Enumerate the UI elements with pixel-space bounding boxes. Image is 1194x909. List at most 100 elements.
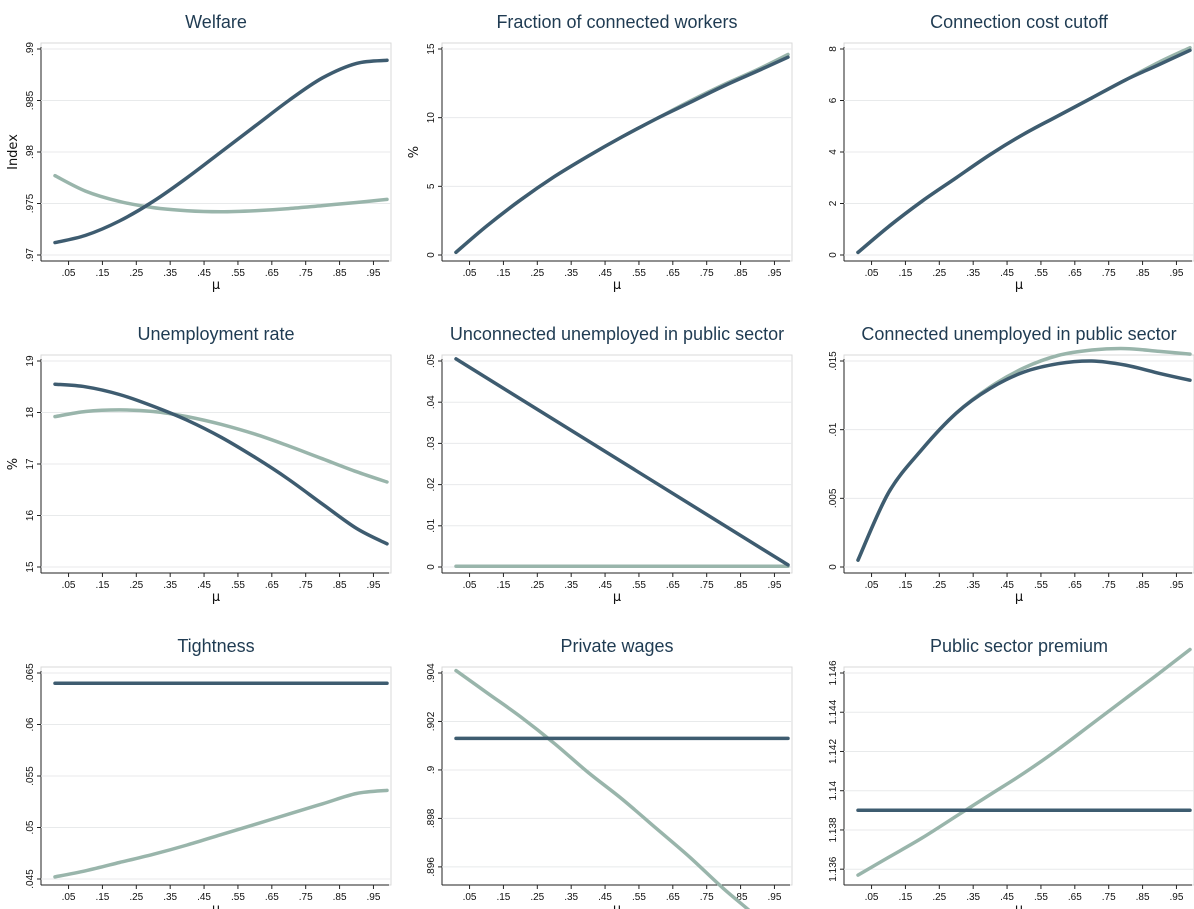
x-tick-label: .35 [966,268,980,279]
x-tick-label: .85 [333,268,347,279]
x-tick-label: .25 [932,580,946,591]
x-tick-label: .95 [1169,892,1183,903]
x-tick-label: .35 [163,268,177,279]
x-tick-label: .55 [231,580,245,591]
x-tick-label: .85 [734,580,748,591]
y-tick-label: 0 [828,252,839,258]
x-tick-label: .25 [129,892,143,903]
chart-panel: Connection cost cutoff 0 2 4 6 8 .05 .15 .25 .35.… [808,3,1194,293]
x-tick-label: .15 [95,268,109,279]
x-tick-label: .45 [197,892,211,903]
x-tick-label: .05 [463,268,477,279]
y-tick-label: .01 [828,422,839,436]
y-tick-label: .015 [828,351,839,371]
chart-svg: Connection cost cutoff 0 2 4 6 8 .05 .15 .25 .35.… [828,12,1194,293]
x-tick-label: .95 [767,892,781,903]
y-tick-label: 1.14 [828,781,839,801]
y-tick-label: .898 [426,808,437,828]
chart-panel: Private wages .896 .898 .9 .902 .904 .05 .15 .25… [406,627,796,909]
x-tick-label: .65 [265,268,279,279]
x-tick-label: .65 [1068,892,1082,903]
x-tick-label: .25 [932,268,946,279]
y-tick-label: 1.146 [828,660,839,685]
chart-title: Unemployment rate [137,324,294,344]
x-tick-label: .25 [129,580,143,591]
x-tick-label: .75 [1102,580,1116,591]
x-tick-label: .95 [1169,580,1183,591]
y-tick-label: .902 [426,711,437,731]
x-tick-label: .05 [865,268,879,279]
x-tick-label: .05 [865,580,879,591]
chart-svg: Fraction of connected workers 0 5 10 15 .05 .1… [407,12,793,293]
x-axis-label: μ [212,590,220,605]
chart-panel: Welfare .97 .975 .98 .985 .99 .05 .15 .25 .35 .45.… [5,3,395,293]
series-line-dark [454,55,790,255]
chart-title: Connection cost cutoff [930,12,1109,32]
series-line-light [454,668,751,909]
y-tick-label: .04 [426,395,437,409]
y-tick-label: .06 [25,717,36,731]
x-tick-label: .65 [666,268,680,279]
x-tick-label: .35 [163,892,177,903]
y-tick-label: 0 [426,564,437,570]
x-tick-label: .45 [1000,580,1014,591]
y-axis-label: % [6,458,21,470]
x-tick-label: .55 [1034,580,1048,591]
series-line-dark [856,359,1192,562]
x-tick-label: .25 [530,580,544,591]
x-axis-label: μ [613,902,621,909]
y-tick-label: 5 [426,183,437,189]
x-tick-label: .85 [1136,268,1150,279]
y-tick-label: .99 [25,42,36,56]
series-line-dark [454,357,790,567]
x-tick-label: .95 [1169,268,1183,279]
y-tick-label: .065 [25,663,36,683]
y-tick-label: .045 [25,869,36,889]
plot-frame [441,354,793,574]
x-tick-label: .65 [265,580,279,591]
y-tick-label: .055 [25,766,36,786]
x-tick-label: .75 [700,268,714,279]
x-tick-label: .15 [898,892,912,903]
chart-title: Private wages [560,636,673,656]
x-tick-label: .75 [1102,268,1116,279]
y-tick-label: 8 [828,46,839,52]
x-tick-label: .85 [734,892,748,903]
chart-title: Welfare [185,12,247,32]
x-tick-label: .05 [62,892,76,903]
y-tick-label: .896 [426,857,437,877]
x-tick-label: .05 [62,580,76,591]
x-tick-label: .35 [564,268,578,279]
x-tick-label: .45 [598,580,612,591]
chart-svg: Private wages .896 .898 .9 .902 .904 .05 .15 .25… [426,636,793,909]
y-tick-label: 16 [25,510,36,522]
chart-panel: Public sector premium 1.136 1.138 1.14 1.142… [808,627,1194,909]
series-line-light [454,52,790,255]
y-tick-label: .975 [25,193,36,213]
y-tick-label: 0 [828,564,839,570]
x-tick-label: .05 [463,892,477,903]
x-tick-label: .45 [197,580,211,591]
x-tick-label: .45 [598,268,612,279]
x-tick-label: .65 [265,892,279,903]
chart-title: Tightness [177,636,254,656]
chart-svg: Public sector premium 1.136 1.138 1.14 1.142… [828,636,1194,909]
x-tick-label: .75 [299,268,313,279]
x-tick-label: .65 [666,580,680,591]
x-tick-label: .25 [129,268,143,279]
x-tick-label: .05 [463,580,477,591]
x-tick-label: .65 [1068,580,1082,591]
x-tick-label: .55 [1034,268,1048,279]
y-tick-label: .97 [25,248,36,262]
y-tick-label: 1.136 [828,856,839,881]
x-axis-label: μ [1015,278,1023,293]
chart-panel: Tightness .045 .05 .055 .06 .065 .05 .15 .25 .35.… [5,627,395,909]
chart-title: Fraction of connected workers [496,12,737,32]
x-tick-label: .75 [700,892,714,903]
y-tick-label: .03 [426,436,437,450]
chart-panel: Fraction of connected workers 0 5 10 15 .05 .1… [406,3,796,293]
x-tick-label: .15 [898,268,912,279]
x-tick-label: .15 [496,268,510,279]
chart-title: Connected unemployed in public sector [861,324,1176,344]
